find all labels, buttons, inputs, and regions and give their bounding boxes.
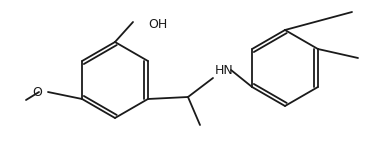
Text: O: O bbox=[32, 86, 42, 98]
Text: HN: HN bbox=[215, 64, 234, 77]
Text: OH: OH bbox=[148, 18, 167, 31]
